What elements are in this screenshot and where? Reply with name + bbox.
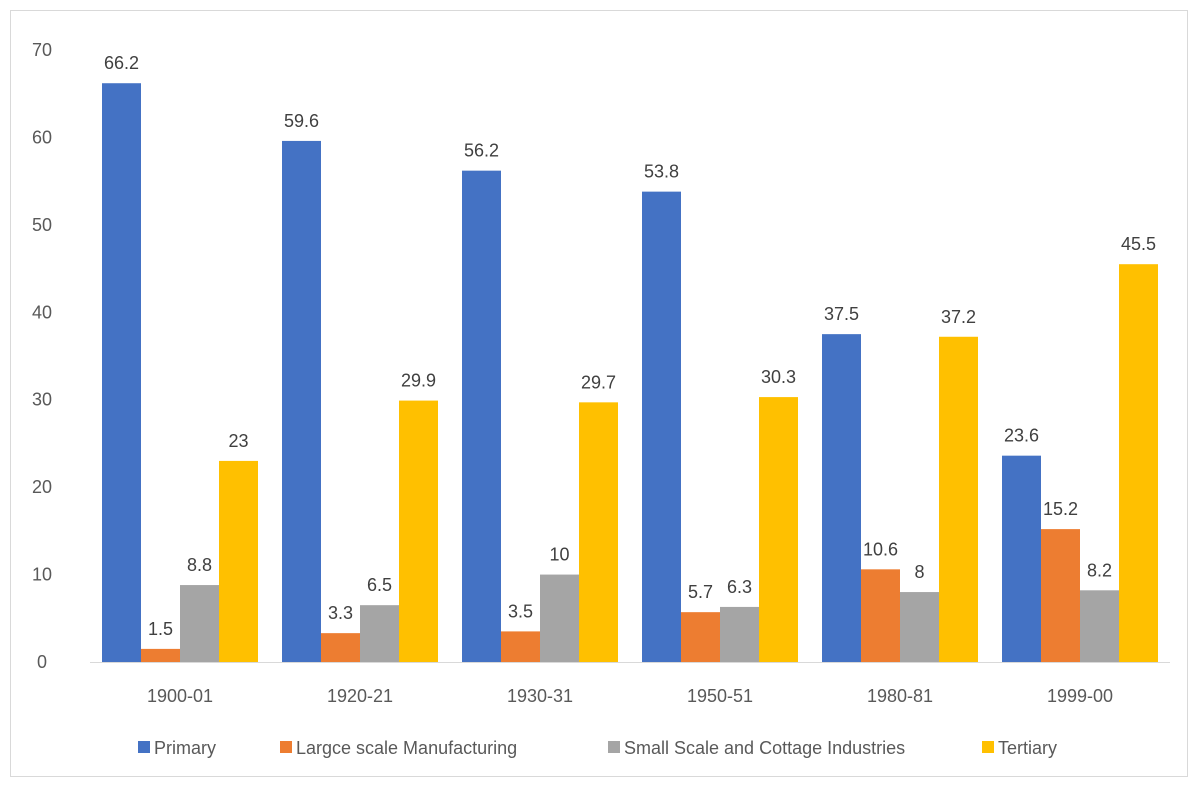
data-label: 10 [549,545,569,565]
x-tick-label: 1920-21 [327,686,393,706]
y-tick-label: 60 [32,127,52,147]
data-label: 3.5 [508,601,533,621]
data-label: 59.6 [284,111,319,131]
data-label: 10.6 [863,539,898,559]
data-label: 3.3 [328,603,353,623]
bar-largce-scale-manufacturing-1930-31 [501,631,540,662]
bar-largce-scale-manufacturing-1920-21 [321,633,360,662]
y-tick-label: 10 [32,565,52,585]
x-axis: 1900-01 1920-21 1930-31 1950-51 1980-81 1999-… [90,662,1170,706]
data-label: 15.2 [1043,499,1078,519]
legend-label: Tertiary [998,738,1057,758]
x-tick-label: 1900-01 [147,686,213,706]
legend-swatch-largce-scale-manufacturing [280,741,292,753]
data-label: 66.2 [104,53,139,73]
data-label: 45.5 [1121,234,1156,254]
bar-tertiary-1900-01 [219,460,258,662]
data-label: 23 [228,431,248,451]
y-tick-label: 40 [32,302,52,322]
bar-primary-1900-01 [102,83,141,663]
bar-tertiary-1950-51 [759,397,798,662]
bar-small-scale-and-cottage-industries-1920-21 [360,605,399,662]
data-label: 29.7 [581,372,616,392]
bar-small-scale-and-cottage-industries-1999-00 [1080,590,1119,662]
y-tick-label: 30 [32,390,52,410]
x-tick-label: 1930-31 [507,686,573,706]
bar-small-scale-and-cottage-industries-1900-01 [180,585,219,662]
x-tick-label: 1999-00 [1047,686,1113,706]
y-tick-label: 70 [32,40,52,60]
bars [102,83,1158,663]
bar-small-scale-and-cottage-industries-1950-51 [720,606,759,662]
x-tick-label: 1950-51 [687,686,753,706]
bar-largce-scale-manufacturing-1900-01 [141,648,180,662]
bar-primary-1920-21 [282,140,321,662]
data-label: 8.2 [1087,560,1112,580]
bar-largce-scale-manufacturing-1999-00 [1041,529,1080,662]
data-label: 30.3 [761,367,796,387]
y-tick-label: 0 [37,652,47,672]
bar-primary-1930-31 [462,170,501,662]
y-tick-label: 20 [32,477,52,497]
bar-small-scale-and-cottage-industries-1930-31 [540,574,579,662]
data-label: 5.7 [688,582,713,602]
data-label: 8.8 [187,555,212,575]
legend: Primary Largce scale Manufacturing Small S… [138,738,1057,758]
data-label: 53.8 [644,162,679,182]
bar-primary-1980-81 [822,334,861,662]
bar-largce-scale-manufacturing-1980-81 [861,569,900,662]
legend-label: Primary [154,738,216,758]
bar-primary-1950-51 [642,191,681,663]
data-label: 6.5 [367,575,392,595]
data-label: 8 [914,562,924,582]
legend-label: Largce scale Manufacturing [296,738,517,758]
bar-tertiary-1920-21 [399,400,438,662]
legend-label: Small Scale and Cottage Industries [624,738,905,758]
bar-primary-1999-00 [1002,455,1041,662]
legend-swatch-tertiary [982,741,994,753]
legend-swatch-small-scale-and-cottage-industries [608,741,620,753]
data-label: 29.9 [401,371,436,391]
data-label: 56.2 [464,141,499,161]
bar-largce-scale-manufacturing-1950-51 [681,612,720,662]
bar-tertiary-1999-00 [1119,264,1158,662]
data-labels: 66.2 1.5 8.8 23 59.6 3.3 6.5 29.9 56.2 3.5 10 29.7 5… [104,53,1156,639]
y-axis: 0 10 20 30 40 50 60 70 [32,40,52,672]
data-label: 6.3 [727,577,752,597]
legend-swatch-primary [138,741,150,753]
data-label: 37.2 [941,307,976,327]
bar-tertiary-1980-81 [939,336,978,662]
bar-small-scale-and-cottage-industries-1980-81 [900,592,939,662]
bar-tertiary-1930-31 [579,402,618,662]
x-tick-label: 1980-81 [867,686,933,706]
y-tick-label: 50 [32,215,52,235]
data-label: 1.5 [148,619,173,639]
data-label: 37.5 [824,304,859,324]
data-label: 23.6 [1004,426,1039,446]
